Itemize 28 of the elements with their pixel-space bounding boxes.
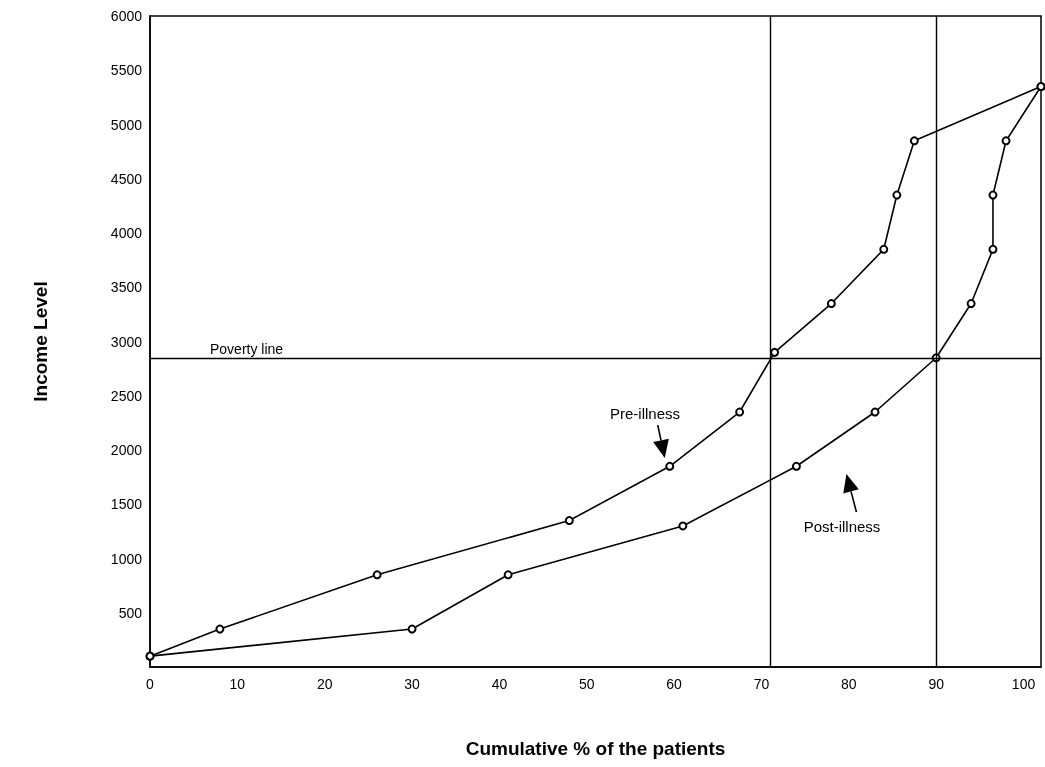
x-tick-label: 50	[578, 676, 595, 692]
x-axis-title: Cumulative % of the patients	[465, 738, 726, 759]
y-tick-label: 4500	[110, 170, 143, 187]
y-tick-label: 2500	[110, 387, 143, 404]
x-tick-label: 60	[666, 676, 683, 692]
ref-line-label: Poverty line	[210, 340, 284, 357]
y-tick-label: 500	[118, 604, 143, 621]
x-tick-label: 10	[229, 676, 246, 692]
x-tick-label: 100	[1011, 676, 1036, 692]
x-tick-label: 40	[491, 676, 508, 692]
y-tick-label: 3000	[110, 333, 143, 350]
y-tick-label: 2000	[110, 442, 143, 458]
x-tick-label: 80	[841, 676, 857, 692]
y-tick-label: 5500	[110, 62, 143, 79]
y-tick-label: 4000	[110, 225, 143, 241]
x-tick-label: 30	[404, 676, 421, 692]
annotation: Pre-illness	[609, 404, 681, 422]
y-tick-label: 6000	[110, 8, 143, 24]
y-tick-label: 5000	[110, 116, 143, 133]
x-tick-label: 0	[146, 676, 155, 692]
y-axis-title: Income Level	[30, 281, 51, 402]
annotation: Post-illness	[803, 517, 881, 535]
x-tick-label: 70	[753, 676, 770, 692]
x-tick-label: 90	[928, 676, 945, 692]
y-tick-label: 1000	[110, 550, 143, 567]
y-tick-label: 1500	[110, 496, 143, 513]
x-tick-label: 20	[316, 676, 333, 692]
y-tick-label: 3500	[110, 279, 143, 296]
